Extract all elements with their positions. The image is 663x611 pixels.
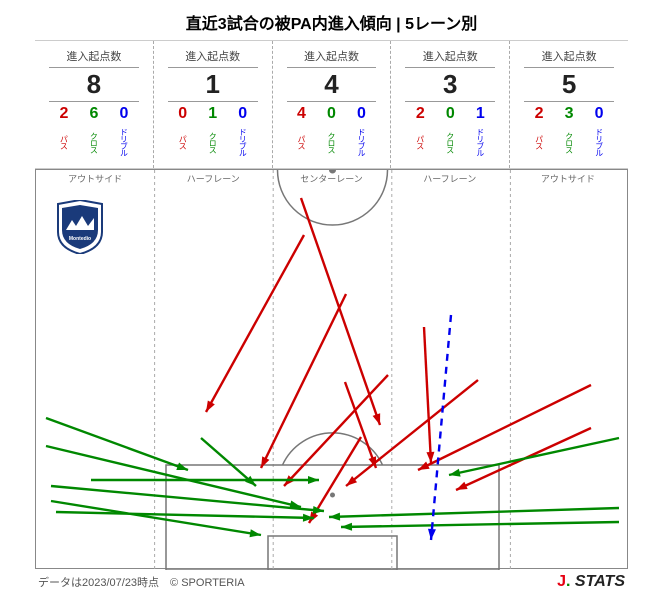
cross-count: 6 <box>84 106 104 122</box>
lane-stat-total: 1 <box>168 69 258 102</box>
footer: データは2023/07/23時点 © SPORTERIA J. STATS <box>0 569 663 591</box>
lane-breakdown: 2 パス 3 クロス 0 ドリブル <box>522 106 616 160</box>
lane-stats-row: 進入起点数82パス6クロス0ドリブル進入起点数10パス1クロス0ドリブル進入起点… <box>35 40 628 169</box>
dribble-label: ドリブル <box>356 124 367 160</box>
logo-dot-icon: . <box>566 573 570 590</box>
dribble-label: ドリブル <box>475 124 486 160</box>
lane-stat-total: 5 <box>524 69 614 102</box>
pass-label: パス <box>534 124 545 160</box>
lane-stat-header: 進入起点数 <box>405 45 495 68</box>
pass-count: 2 <box>410 106 430 122</box>
cross-arrow <box>46 446 301 508</box>
chart-title: 直近3試合の被PA内進入傾向 | 5レーン別 <box>0 0 663 40</box>
lane-breakdown: 2 パス 0 クロス 1 ドリブル <box>403 106 497 160</box>
dribble-count: 0 <box>589 106 609 122</box>
lane-breakdown: 4 パス 0 クロス 0 ドリブル <box>285 106 379 160</box>
lane-breakdown: 2 パス 6 クロス 0 ドリブル <box>47 106 141 160</box>
lane-stat: 進入起点数5 2 パス 3 クロス 0 ドリブル <box>510 41 628 168</box>
cross-arrow <box>51 486 324 514</box>
pitch-container: アウトサイドハーフレーンセンターレーンハーフレーンアウトサイド Montedio <box>35 169 628 569</box>
cross-arrow <box>51 501 261 537</box>
lane-stat-header: 進入起点数 <box>287 45 377 68</box>
team-badge: Montedio <box>56 200 104 254</box>
cross-count: 3 <box>559 106 579 122</box>
pass-label: パス <box>296 124 307 160</box>
cross-label: クロス <box>326 124 337 160</box>
dribble-count: 1 <box>470 106 490 122</box>
cross-arrow <box>56 512 314 522</box>
drib-arrow <box>428 315 451 540</box>
cross-count: 1 <box>203 106 223 122</box>
dribble-label: ドリブル <box>118 124 129 160</box>
logo-j-icon: J <box>557 573 566 590</box>
lane-breakdown: 0 パス 1 クロス 0 ドリブル <box>166 106 260 160</box>
stats-logo: J. STATS <box>557 573 625 591</box>
cross-arrow <box>341 522 619 531</box>
dribble-count: 0 <box>114 106 134 122</box>
cross-label: クロス <box>445 124 456 160</box>
cross-label: クロス <box>207 124 218 160</box>
lane-stat-total: 4 <box>287 69 377 102</box>
pass-label: パス <box>58 124 69 160</box>
lane-stat-header: 進入起点数 <box>168 45 258 68</box>
lane-stat: 進入起点数8 2 パス 6 クロス 0 ドリブル <box>35 41 154 168</box>
dribble-label: ドリブル <box>237 124 248 160</box>
pass-count: 2 <box>54 106 74 122</box>
cross-label: クロス <box>88 124 99 160</box>
cross-arrow <box>329 508 619 521</box>
pass-count: 4 <box>291 106 311 122</box>
pass-label: パス <box>177 124 188 160</box>
dribble-count: 0 <box>351 106 371 122</box>
pitch-svg <box>36 170 629 570</box>
cross-arrow <box>449 438 619 477</box>
cross-count: 0 <box>440 106 460 122</box>
pass-count: 2 <box>529 106 549 122</box>
dribble-count: 0 <box>233 106 253 122</box>
lane-stat-header: 進入起点数 <box>49 45 139 68</box>
dribble-label: ドリブル <box>594 124 605 160</box>
cross-label: クロス <box>564 124 575 160</box>
lane-stat: 進入起点数10パス1クロス0ドリブル <box>154 41 273 168</box>
lane-stat-header: 進入起点数 <box>524 45 614 68</box>
cross-count: 0 <box>321 106 341 122</box>
pass-count: 0 <box>173 106 193 122</box>
lane-stat-total: 3 <box>405 69 495 102</box>
cross-arrow <box>91 476 319 484</box>
pass-arrow <box>206 235 304 412</box>
pass-arrow <box>424 327 434 463</box>
footer-text: データは2023/07/23時点 © SPORTERIA <box>38 574 245 590</box>
svg-text:Montedio: Montedio <box>69 236 91 242</box>
lane-stat: 進入起点数3 2 パス 0 クロス 1 ドリブル <box>391 41 510 168</box>
pass-label: パス <box>415 124 426 160</box>
pass-arrow <box>301 198 380 425</box>
lane-stat: 進入起点数44パス0クロス0ドリブル <box>273 41 392 168</box>
lane-stat-total: 8 <box>49 69 139 102</box>
